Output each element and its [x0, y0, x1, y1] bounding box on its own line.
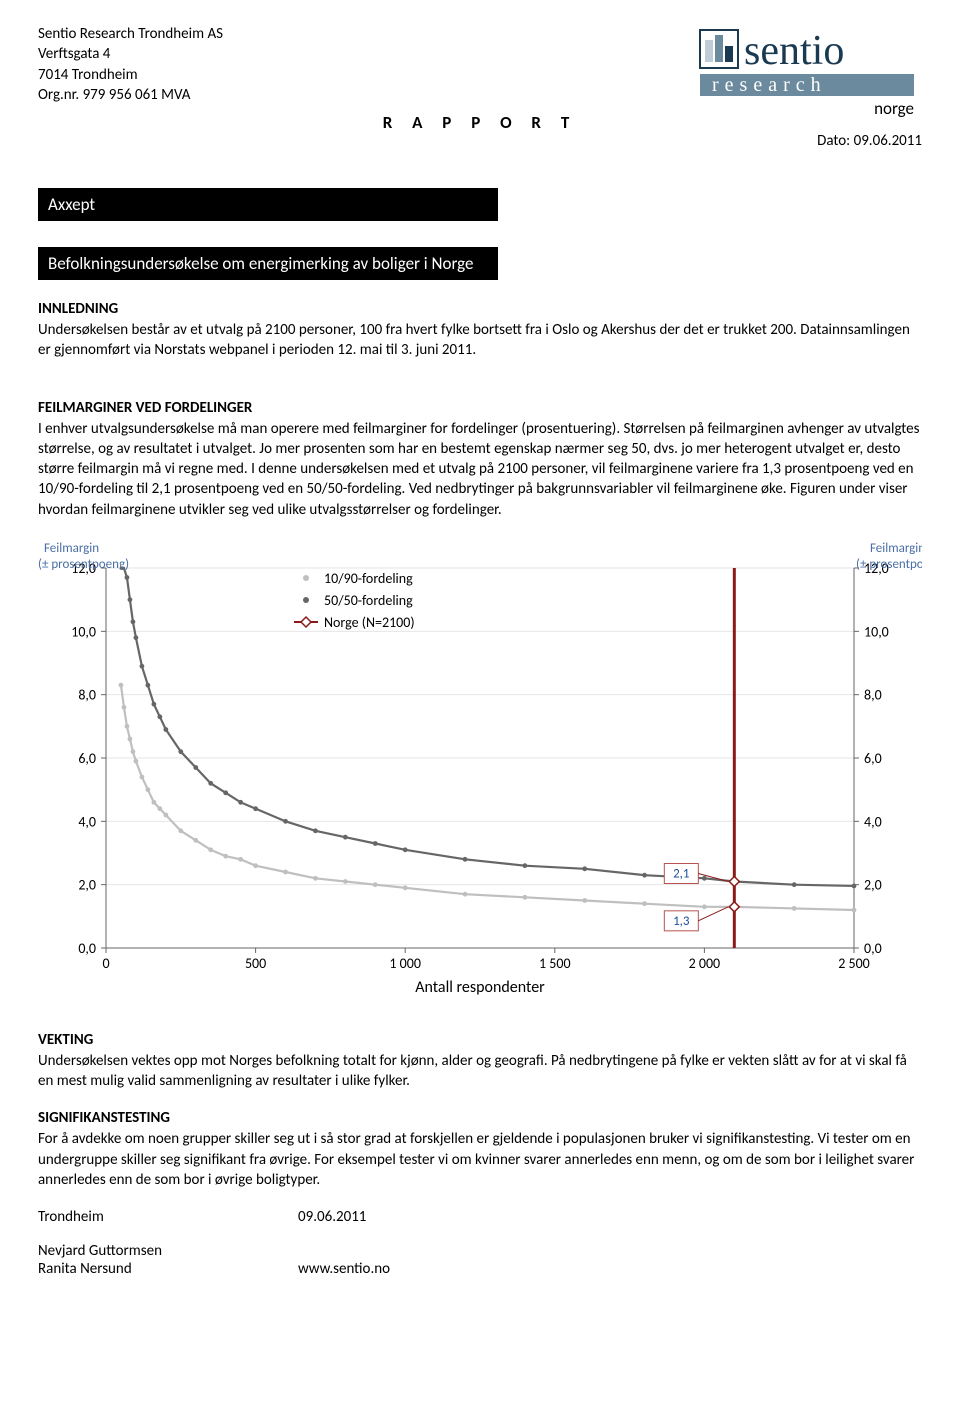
svg-text:2,1: 2,1 [673, 866, 689, 881]
svg-text:Antall respondenter: Antall respondenter [415, 978, 545, 997]
svg-text:500: 500 [245, 955, 266, 972]
svg-text:Feilmargin: Feilmargin [870, 541, 922, 556]
svg-text:1,3: 1,3 [673, 914, 690, 929]
svg-text:(± prosentpoeng): (± prosentpoeng) [856, 557, 922, 572]
svg-text:2 000: 2 000 [689, 955, 721, 972]
para-signifikans: For å avdekke om noen grupper skiller se… [38, 1129, 922, 1190]
date-value: 09.06.2011 [854, 132, 922, 150]
svg-text:0,0: 0,0 [78, 940, 96, 957]
para-innledning: Undersøkelsen består av et utvalg på 210… [38, 320, 922, 361]
svg-text:1 500: 1 500 [539, 955, 571, 972]
para-feilmarginer: I enhver utvalgsundersøkelse må man oper… [38, 419, 922, 520]
heading-signifikans: SIGNIFIKANSTESTING [38, 1109, 922, 1127]
bar-axxept: Axxept [38, 188, 498, 221]
svg-text:4,0: 4,0 [78, 813, 96, 830]
logo: sentio research norge [692, 24, 922, 124]
date-line: Dato: 09.06.2011 [38, 132, 922, 150]
svg-text:8,0: 8,0 [78, 686, 96, 703]
svg-text:Feilmargin: Feilmargin [44, 541, 99, 556]
svg-text:2,0: 2,0 [864, 876, 882, 893]
org-addr2: 7014 Trondheim [38, 65, 223, 85]
svg-text:0: 0 [102, 955, 109, 972]
footer-name2: Ranita Nersund [38, 1260, 298, 1278]
svg-text:2 500: 2 500 [838, 955, 870, 972]
footer-url: www.sentio.no [298, 1260, 390, 1278]
svg-text:6,0: 6,0 [864, 750, 882, 767]
report-title: R A P P O R T [383, 112, 578, 133]
logo-sub: research [712, 74, 827, 96]
svg-text:Norge (N=2100): Norge (N=2100) [324, 614, 415, 631]
svg-text:2,0: 2,0 [78, 876, 96, 893]
svg-text:(± prosentpoeng): (± prosentpoeng) [38, 557, 129, 572]
footer-date: 09.06.2011 [298, 1208, 366, 1226]
heading-vekting: VEKTING [38, 1031, 922, 1049]
org-addr1: Verftsgata 4 [38, 44, 223, 64]
svg-text:10,0: 10,0 [864, 623, 889, 640]
logo-main: sentio [744, 28, 844, 74]
org-block: Sentio Research Trondheim AS Verftsgata … [38, 24, 223, 105]
footer-name1: Nevjard Guttormsen [38, 1242, 922, 1260]
svg-text:4,0: 4,0 [864, 813, 882, 830]
footer-city: Trondheim [38, 1208, 298, 1226]
heading-feilmarginer: FEILMARGINER VED FORDELINGER [38, 399, 922, 417]
heading-innledning: INNLEDNING [38, 300, 922, 318]
svg-text:8,0: 8,0 [864, 686, 882, 703]
svg-text:6,0: 6,0 [78, 750, 96, 767]
org-name: Sentio Research Trondheim AS [38, 24, 223, 44]
logo-country: norge [874, 98, 914, 119]
svg-text:1 000: 1 000 [389, 955, 421, 972]
svg-text:10/90-fordeling: 10/90-fordeling [324, 570, 413, 587]
error-margin-chart: 0,00,02,02,04,04,06,06,08,08,010,010,012… [38, 538, 922, 1013]
date-prefix: Dato: [817, 132, 850, 150]
svg-text:50/50-fordeling: 50/50-fordeling [324, 592, 413, 609]
bar-subtitle: Befolkningsundersøkelse om energimerking… [38, 247, 498, 280]
para-vekting: Undersøkelsen vektes opp mot Norges befo… [38, 1051, 922, 1092]
svg-text:10,0: 10,0 [71, 623, 96, 640]
org-id: Org.nr. 979 956 061 MVA [38, 85, 223, 105]
